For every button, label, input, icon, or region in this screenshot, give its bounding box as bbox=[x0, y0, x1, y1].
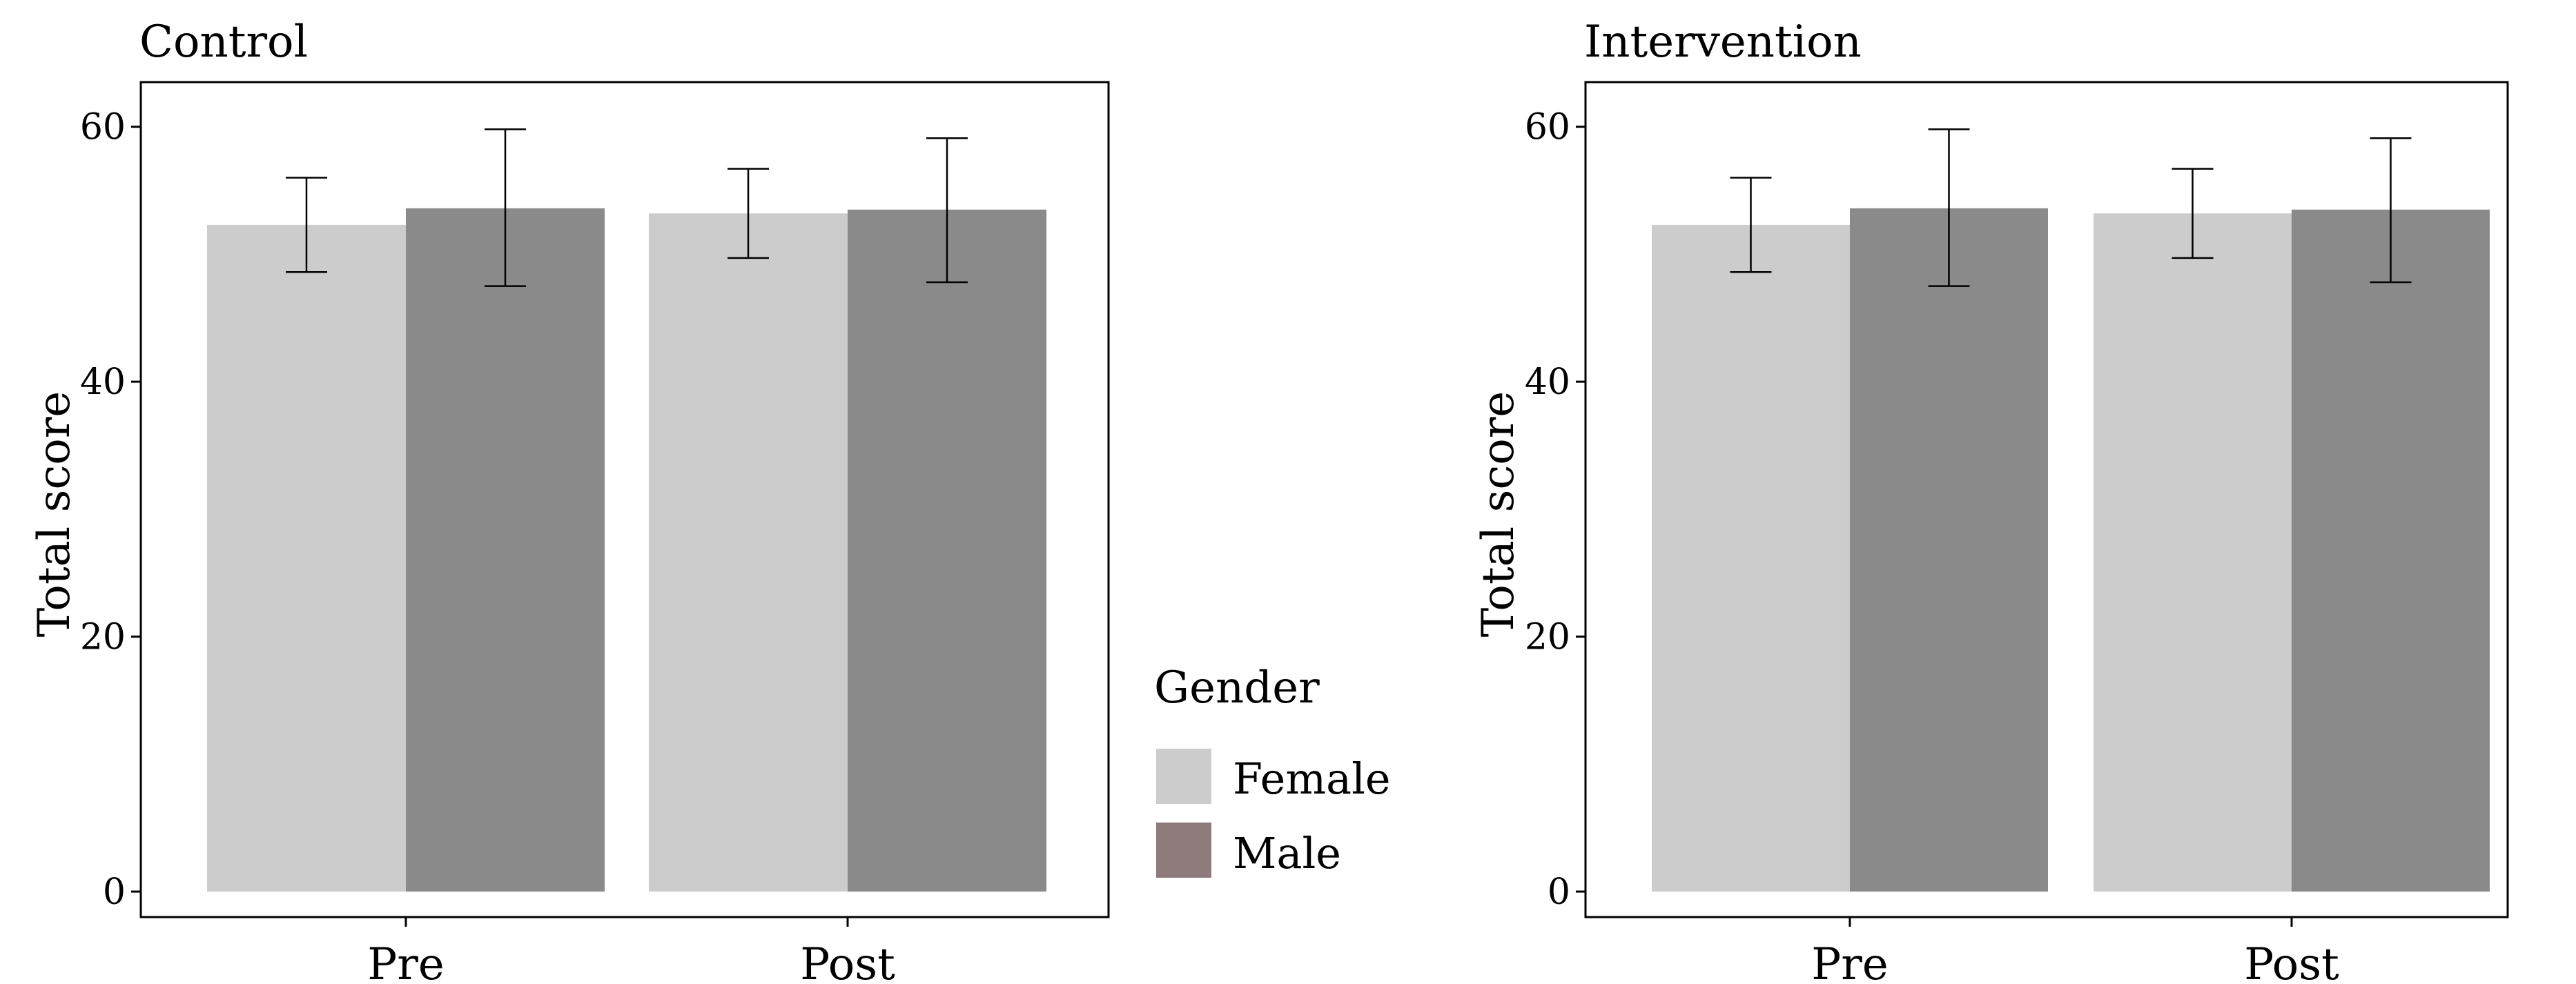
panel-title: Control bbox=[139, 17, 308, 68]
y-tick-label: 40 bbox=[80, 362, 126, 403]
y-axis-title: Total score bbox=[1473, 391, 1524, 638]
legend: Gender Female Male bbox=[1154, 662, 1391, 878]
bar-male-post bbox=[2292, 209, 2490, 892]
y-axis: 0 20 40 60 bbox=[80, 107, 141, 913]
bar-layer bbox=[207, 208, 1046, 892]
y-tick-label: 60 bbox=[80, 107, 126, 148]
errorbar-female-post bbox=[728, 168, 769, 259]
x-axis: Pre Post bbox=[1811, 917, 2339, 984]
bar-female-pre bbox=[207, 224, 406, 892]
errorbar-male-pre bbox=[1928, 128, 1970, 287]
errorbar-layer bbox=[1730, 128, 2412, 287]
legend-title: Gender bbox=[1154, 662, 1320, 714]
y-axis: 0 20 40 60 bbox=[1525, 107, 1585, 913]
errorbar-female-pre bbox=[286, 177, 327, 273]
errorbar-female-pre bbox=[1730, 177, 1772, 273]
y-tick-label: 60 bbox=[1525, 107, 1570, 148]
panel-intervention: Intervention Total score 0 20 40 60 Pre Post bbox=[1473, 17, 2509, 984]
panel-title: Intervention bbox=[1584, 17, 1862, 68]
x-axis: Pre Post bbox=[367, 917, 895, 984]
errorbar-male-pre bbox=[485, 128, 526, 287]
bar-male-pre bbox=[406, 208, 605, 892]
errorbar-female-post bbox=[2172, 168, 2214, 259]
y-tick-label: 0 bbox=[103, 872, 126, 913]
bar-female-pre bbox=[1652, 224, 1850, 892]
errorbar-male-post bbox=[926, 137, 968, 284]
legend-label-male: Male bbox=[1233, 828, 1341, 878]
y-axis-title: Total score bbox=[29, 391, 80, 638]
y-tick-label: 40 bbox=[1525, 362, 1570, 403]
x-tick-label-pre: Pre bbox=[1811, 939, 1889, 984]
legend-swatch-female bbox=[1156, 749, 1211, 804]
bar-male-post bbox=[848, 209, 1046, 892]
y-tick-label: 0 bbox=[1548, 872, 1570, 913]
errorbar-layer bbox=[286, 128, 968, 287]
errorbar-male-post bbox=[2370, 137, 2412, 284]
y-tick-label: 20 bbox=[80, 617, 126, 658]
y-tick-label: 20 bbox=[1525, 617, 1570, 658]
x-tick-label-post: Post bbox=[800, 939, 895, 984]
bar-female-post bbox=[2094, 213, 2292, 892]
bar-layer bbox=[1652, 208, 2490, 892]
panel-control: Control Total score 0 20 40 60 Pre Post bbox=[29, 17, 1110, 984]
bar-female-post bbox=[649, 213, 848, 892]
x-tick-label-post: Post bbox=[2244, 939, 2339, 984]
bar-male-pre bbox=[1850, 208, 2048, 892]
legend-label-female: Female bbox=[1233, 754, 1391, 804]
x-tick-label-pre: Pre bbox=[367, 939, 445, 984]
legend-swatch-male bbox=[1156, 823, 1211, 878]
